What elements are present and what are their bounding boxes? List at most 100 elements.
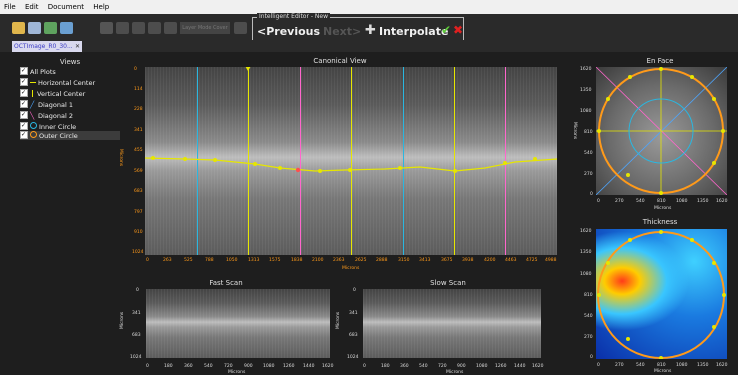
thickness-xtick: 1080 [676, 363, 688, 368]
view-inner-circle[interactable]: Inner Circle [20, 121, 77, 131]
horizontal-line-icon [30, 82, 36, 83]
canonical-xtick: 4988 [545, 258, 557, 263]
canonical-view-plot[interactable] [145, 67, 557, 255]
slow-scan-plot[interactable] [363, 289, 541, 358]
horizontal-center-checkbox[interactable] [20, 77, 28, 86]
outer-circle-checkbox[interactable] [20, 130, 28, 139]
thickness-xtick: 0 [597, 363, 600, 368]
vertical-center-checkbox[interactable] [20, 88, 28, 97]
canonical-xtick: 1050 [226, 258, 238, 263]
thickness-ytick: 810 [584, 293, 593, 298]
en-face-xtick: 810 [657, 199, 666, 204]
fast-scan-xtick: 900 [244, 364, 253, 369]
tab-close-icon[interactable]: ✕ [74, 43, 80, 50]
draw-icon[interactable] [234, 22, 247, 34]
diagonal-1-checkbox[interactable] [20, 99, 28, 108]
save-icon[interactable] [28, 22, 41, 34]
zoom-icon[interactable] [116, 22, 129, 34]
layer-boundary[interactable] [145, 67, 557, 255]
menu-document[interactable]: Document [47, 3, 85, 11]
export-icon[interactable] [44, 22, 57, 34]
canonical-xtick: 263 [163, 258, 172, 263]
thickness-xtick: 1620 [716, 363, 728, 368]
canonical-xtick: 4725 [526, 258, 538, 263]
slow-scan-xtick: 720 [438, 364, 447, 369]
menu-file[interactable]: File [4, 3, 16, 11]
fast-scan-ytick: 683 [132, 333, 141, 338]
accept-check-icon[interactable]: ✔ [441, 23, 452, 37]
slow-scan-ytick: 1024 [347, 355, 359, 360]
fast-scan-xtick: 1620 [322, 364, 334, 369]
en-face-plot[interactable] [596, 67, 727, 195]
open-folder-icon[interactable] [12, 22, 25, 34]
canonical-xtick: 2625 [355, 258, 367, 263]
undo-icon[interactable] [148, 22, 161, 34]
en-face-overlay[interactable] [596, 67, 727, 195]
fast-scan-xtick: 1080 [263, 364, 275, 369]
pan-icon[interactable] [132, 22, 145, 34]
tab-oct-image[interactable]: OCTImage_R0_30... ✕ [12, 41, 82, 52]
interpolate-button[interactable]: Interpolate [379, 25, 449, 38]
fast-scan-title: Fast Scan [209, 279, 243, 287]
inner-circle-checkbox[interactable] [20, 121, 28, 130]
view-horizontal-center[interactable]: Horizontal Center [20, 77, 96, 87]
diagonal-2-checkbox[interactable] [20, 110, 28, 119]
fast-scan-plot[interactable] [146, 289, 330, 358]
slow-scan-xtick: 1440 [514, 364, 526, 369]
canonical-ytick: 1024 [132, 250, 144, 255]
menu-edit[interactable]: Edit [24, 3, 39, 11]
view-label: All Plots [30, 68, 56, 76]
canonical-xtick: 1838 [291, 258, 303, 263]
view-diagonal-1[interactable]: ╱Diagonal 1 [20, 99, 73, 109]
view-outer-circle[interactable]: Outer Circle [20, 130, 120, 140]
en-face-ytick: 1350 [580, 88, 592, 93]
redo-icon[interactable] [164, 22, 177, 34]
fast-scan-ytick: 341 [132, 311, 141, 316]
canonical-xlabel: Microns [342, 266, 360, 271]
slow-scan-xtick: 540 [419, 364, 428, 369]
fast-scan-ytick: 1024 [130, 355, 142, 360]
slow-scan-ytick: 0 [353, 288, 356, 293]
next-button[interactable]: Next> [323, 25, 362, 38]
all-plots-checkbox[interactable] [20, 66, 28, 75]
menu-bar: File Edit Document Help [0, 0, 738, 14]
previous-button[interactable]: <Previous [257, 25, 321, 38]
canonical-xtick: 788 [205, 258, 214, 263]
layer-mode-button[interactable]: Layer Mode Cover [180, 22, 230, 34]
thickness-xtick: 540 [636, 363, 645, 368]
canonical-ytick: 228 [134, 107, 143, 112]
views-title: Views [59, 58, 81, 66]
slow-scan-ylabel: Microns [336, 311, 342, 330]
reject-x-icon[interactable]: ✖ [453, 23, 464, 37]
slow-scan-xtick: 1620 [532, 364, 544, 369]
plus-icon: ✚ [365, 23, 376, 38]
slice-line [300, 67, 301, 255]
select-icon[interactable] [100, 22, 113, 34]
slow-scan-ytick: 341 [349, 311, 358, 316]
export-all-icon[interactable] [60, 22, 73, 34]
view-all-plots[interactable]: All Plots [20, 66, 56, 76]
tab-label: OCTImage_R0_30... [14, 43, 73, 50]
canonical-view-title: Canonical View [313, 57, 367, 65]
thickness-plot[interactable] [596, 229, 727, 359]
view-vertical-center[interactable]: Vertical Center [20, 88, 85, 98]
en-face-ytick: 1080 [580, 109, 592, 114]
view-label: Inner Circle [39, 123, 77, 131]
view-label: Horizontal Center [38, 79, 96, 87]
vertical-marker-icon[interactable] [245, 67, 251, 71]
view-diagonal-2[interactable]: ╲Diagonal 2 [20, 110, 73, 120]
menu-help[interactable]: Help [93, 3, 110, 11]
en-face-title: En Face [646, 57, 674, 65]
canonical-ytick: 683 [134, 189, 143, 194]
thickness-overlay[interactable] [596, 229, 727, 359]
canonical-xtick: 2888 [376, 258, 388, 263]
thickness-xtick: 270 [615, 363, 624, 368]
thickness-xlabel: Microns [654, 369, 672, 374]
thickness-xtick: 1350 [697, 363, 709, 368]
slow-scan-xlabel: Microns [446, 370, 464, 375]
slow-scan-xtick: 900 [457, 364, 466, 369]
slice-line [351, 67, 352, 255]
fast-scan-xtick: 720 [224, 364, 233, 369]
view-label: Outer Circle [39, 132, 78, 140]
fast-scan-xtick: 360 [184, 364, 193, 369]
